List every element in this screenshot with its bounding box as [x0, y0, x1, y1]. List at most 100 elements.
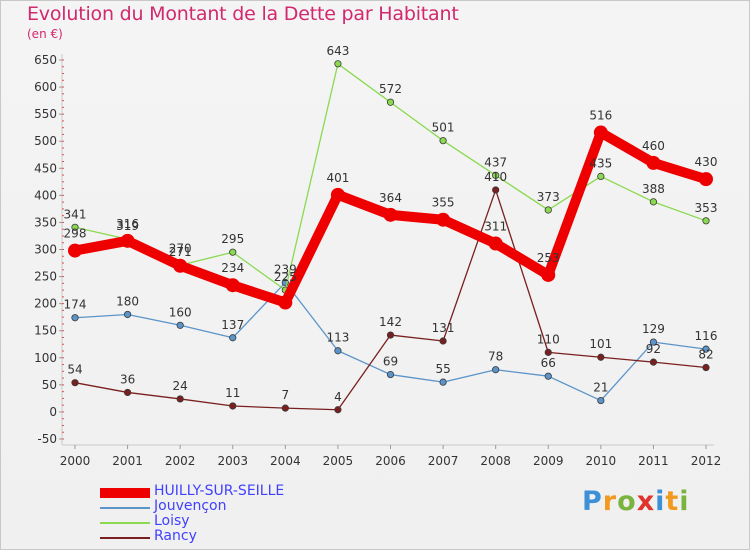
x-tick-label: 2004: [270, 454, 301, 468]
legend-label: Rancy: [154, 528, 197, 544]
data-point: [120, 233, 135, 248]
data-point: [439, 137, 447, 145]
data-point: [649, 198, 658, 206]
y-tick-label: 450: [34, 161, 57, 175]
series-rancy: [71, 186, 710, 414]
data-label: 174: [64, 298, 87, 312]
data-label: 129: [642, 322, 665, 336]
data-point: [492, 186, 500, 194]
data-label: 572: [379, 82, 402, 96]
y-tick-label: 300: [34, 243, 57, 257]
x-tick-label: 2010: [586, 454, 617, 468]
data-label: 501: [432, 121, 455, 135]
data-label: 69: [383, 355, 398, 369]
data-label: 7: [282, 388, 290, 402]
legend-item-jouven-on: Jouvençon: [100, 498, 360, 515]
chart-axes: -50 0 50 100 150 200 250 300 350 400 450 500 550 600 6…: [34, 53, 721, 468]
x-tick-label: 2008: [480, 454, 511, 468]
data-label: 82: [698, 348, 713, 362]
data-label: 341: [64, 207, 87, 221]
data-point: [386, 370, 395, 379]
data-label: 364: [379, 191, 402, 205]
y-tick-label: 600: [34, 80, 57, 94]
data-point: [699, 172, 713, 187]
data-point: [488, 236, 503, 251]
logo-letter: o: [617, 486, 637, 517]
y-tick-label: 550: [34, 107, 57, 121]
y-tick-label: 650: [34, 53, 57, 67]
data-point: [229, 334, 237, 342]
data-point: [593, 125, 608, 140]
data-point: [281, 404, 289, 412]
legend-swatch: [100, 522, 150, 524]
data-point: [123, 310, 132, 319]
legend-swatch: [100, 537, 150, 539]
x-tick-label: 2009: [533, 454, 564, 468]
data-label: 298: [64, 227, 87, 241]
data-point: [229, 248, 237, 256]
data-point: [68, 243, 82, 258]
data-label: 253: [537, 251, 560, 265]
x-tick-label: 2003: [217, 454, 248, 468]
x-tick-label: 2001: [112, 454, 143, 468]
data-label: 160: [169, 305, 192, 319]
data-label: 4: [334, 390, 342, 404]
chart-series: [68, 60, 713, 414]
data-label: 435: [589, 156, 612, 170]
data-label: 311: [484, 220, 507, 234]
data-point: [71, 379, 79, 387]
chart-unit-label: (en €): [27, 27, 63, 41]
data-label: 116: [695, 329, 718, 343]
data-point: [173, 258, 188, 273]
x-tick-label: 2006: [375, 454, 406, 468]
y-tick-label: 250: [34, 270, 57, 284]
series-huilly-sur-seille: [68, 125, 713, 310]
data-label: 110: [537, 332, 560, 346]
data-point: [597, 172, 605, 181]
data-point: [544, 348, 552, 356]
legend-label: Jouvençon: [154, 498, 227, 514]
y-tick-label: 400: [34, 188, 57, 202]
data-point: [176, 395, 184, 403]
logo-letter: t: [665, 486, 680, 517]
data-point: [541, 267, 556, 282]
data-label: 78: [488, 350, 503, 364]
data-point: [383, 207, 398, 222]
legend-item-rancy: Rancy: [100, 528, 360, 545]
data-point: [439, 337, 447, 345]
data-label: 643: [326, 44, 349, 58]
data-label: 355: [432, 196, 455, 210]
data-label: 410: [484, 170, 507, 184]
data-label: 55: [435, 362, 450, 376]
data-label: 54: [67, 363, 82, 377]
x-tick-label: 2000: [60, 454, 91, 468]
data-label: 437: [484, 155, 507, 169]
data-label: 11: [225, 386, 240, 400]
data-point: [702, 217, 710, 225]
x-tick-label: 2005: [323, 454, 354, 468]
data-label: 239: [274, 263, 297, 277]
logo-letter: x: [636, 486, 656, 517]
data-label: 430: [695, 155, 718, 169]
y-tick-label: 500: [34, 134, 57, 148]
data-label: 180: [116, 294, 139, 308]
data-label: 295: [221, 232, 244, 246]
logo-letter: P: [582, 486, 603, 517]
series-jouven-on: [71, 278, 710, 405]
y-tick-label: 50: [42, 378, 57, 392]
data-point: [278, 295, 293, 310]
data-point: [439, 378, 447, 386]
legend-label: Loisy: [154, 513, 190, 529]
y-tick-label: 200: [34, 297, 57, 311]
data-point: [386, 331, 395, 339]
chart-legend: HUILLY-SUR-SEILLE Jouvençon Loisy Rancy: [100, 483, 360, 545]
data-label: 373: [537, 190, 560, 204]
data-point: [225, 278, 240, 293]
chart-title: Evolution du Montant de la Dette par Hab…: [27, 3, 459, 25]
data-label: 234: [221, 261, 244, 275]
logo-letter: i: [679, 486, 690, 517]
data-label: 460: [642, 139, 665, 153]
data-label: 142: [379, 315, 402, 329]
